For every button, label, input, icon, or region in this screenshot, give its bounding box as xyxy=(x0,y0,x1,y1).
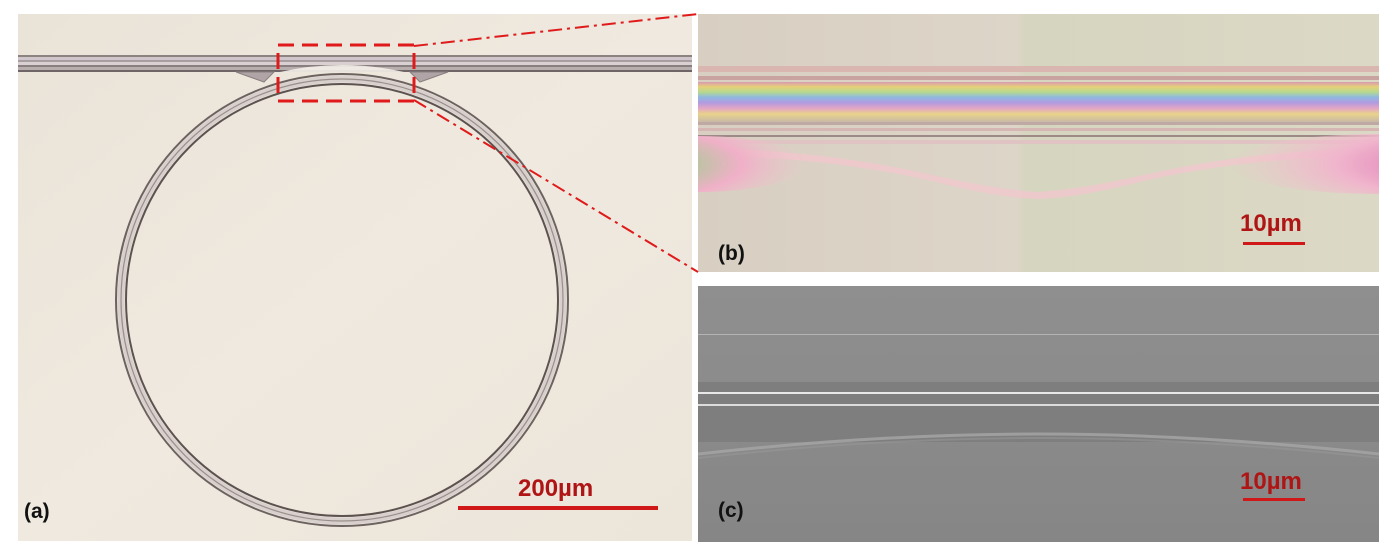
panel-a: (a) 200µm xyxy=(18,14,692,541)
coupler-left xyxy=(235,71,276,83)
ring-waveguide xyxy=(115,73,569,527)
ring-resonator-micrograph xyxy=(18,14,692,541)
panel-label-b: (b) xyxy=(718,242,745,265)
scale-bar-a xyxy=(458,506,658,510)
panel-label-c: (c) xyxy=(718,499,744,522)
scale-bar-label-b: 10µm xyxy=(1240,210,1302,237)
optical-zoom-coupling-region xyxy=(698,14,1379,272)
panel-c: (c) 10µm xyxy=(698,286,1379,542)
scale-bar-c xyxy=(1243,498,1305,501)
scale-bar-label-c: 10µm xyxy=(1240,468,1302,495)
panel-label-a: (a) xyxy=(24,500,50,523)
scale-bar-label-a: 200µm xyxy=(518,475,594,502)
scale-bar-b xyxy=(1243,242,1305,245)
sem-zoom-coupling-region xyxy=(698,286,1379,542)
panel-b: (b) 10µm xyxy=(698,14,1379,272)
